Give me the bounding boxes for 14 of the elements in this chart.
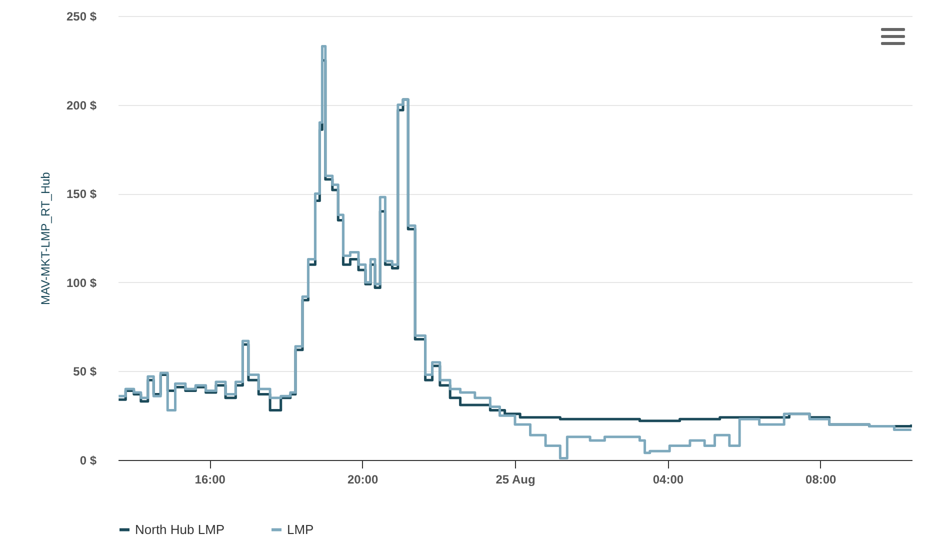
x-tick-label: 16:00 xyxy=(194,472,226,486)
y-tick-label: 0 $ xyxy=(80,454,97,468)
y-tick-label: 50 $ xyxy=(73,364,97,379)
x-tick-label: 20:00 xyxy=(347,472,378,486)
y-tick-label: 100 $ xyxy=(66,276,97,290)
legend-label: LMP xyxy=(287,522,314,537)
x-tick-label: 08:00 xyxy=(806,472,837,486)
y-axis-title: MAV-MKT-LMP_RT_Hub xyxy=(38,172,52,305)
legend-label: North Hub LMP xyxy=(135,522,225,537)
x-tick-label: 25 Aug xyxy=(496,472,536,486)
y-tick-label: 150 $ xyxy=(66,187,97,202)
y-tick-label: 250 $ xyxy=(66,10,97,24)
x-tick-label: 04:00 xyxy=(652,472,684,486)
y-tick-label: 200 $ xyxy=(66,98,97,112)
